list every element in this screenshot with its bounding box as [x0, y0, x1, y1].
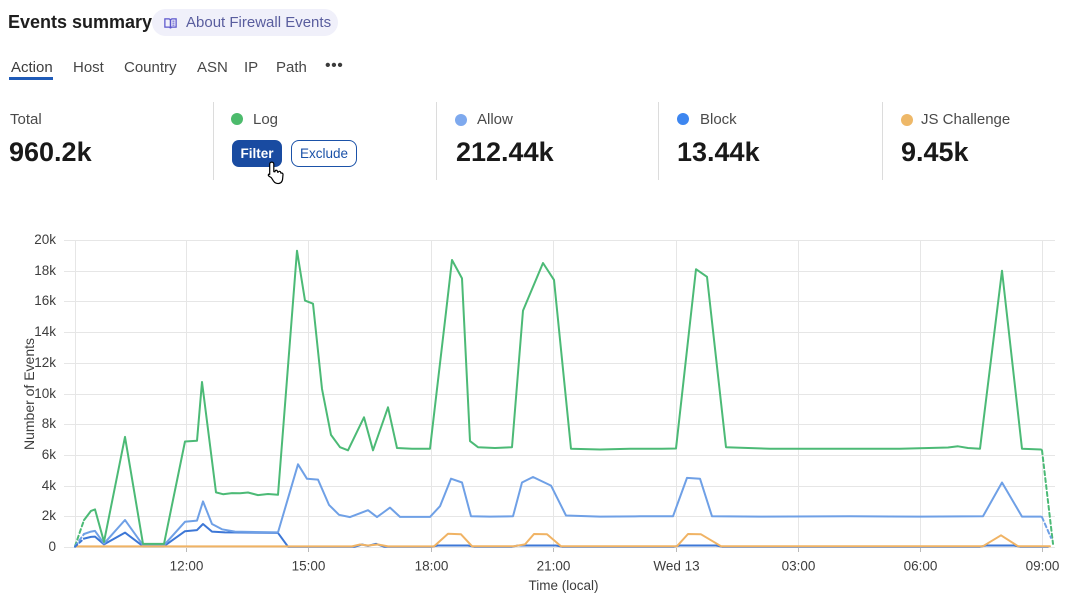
svg-text:12:00: 12:00 [170, 559, 204, 574]
svg-text:10k: 10k [34, 386, 56, 401]
svg-text:18:00: 18:00 [415, 559, 449, 574]
svg-text:06:00: 06:00 [904, 559, 938, 574]
svg-text:09:00: 09:00 [1026, 559, 1060, 574]
svg-text:8k: 8k [42, 416, 57, 431]
svg-text:4k: 4k [42, 478, 57, 493]
svg-text:2k: 2k [42, 508, 57, 523]
svg-text:14k: 14k [34, 324, 56, 339]
svg-text:03:00: 03:00 [782, 559, 816, 574]
svg-text:0: 0 [48, 539, 56, 554]
svg-text:Time (local): Time (local) [528, 578, 598, 593]
svg-text:6k: 6k [42, 447, 57, 462]
svg-text:18k: 18k [34, 263, 56, 278]
svg-text:Wed 13: Wed 13 [653, 559, 699, 574]
svg-text:16k: 16k [34, 293, 56, 308]
svg-text:15:00: 15:00 [292, 559, 326, 574]
svg-text:Number of Events: Number of Events [21, 338, 37, 450]
svg-text:12k: 12k [34, 355, 56, 370]
svg-text:20k: 20k [34, 232, 56, 247]
svg-text:21:00: 21:00 [537, 559, 571, 574]
